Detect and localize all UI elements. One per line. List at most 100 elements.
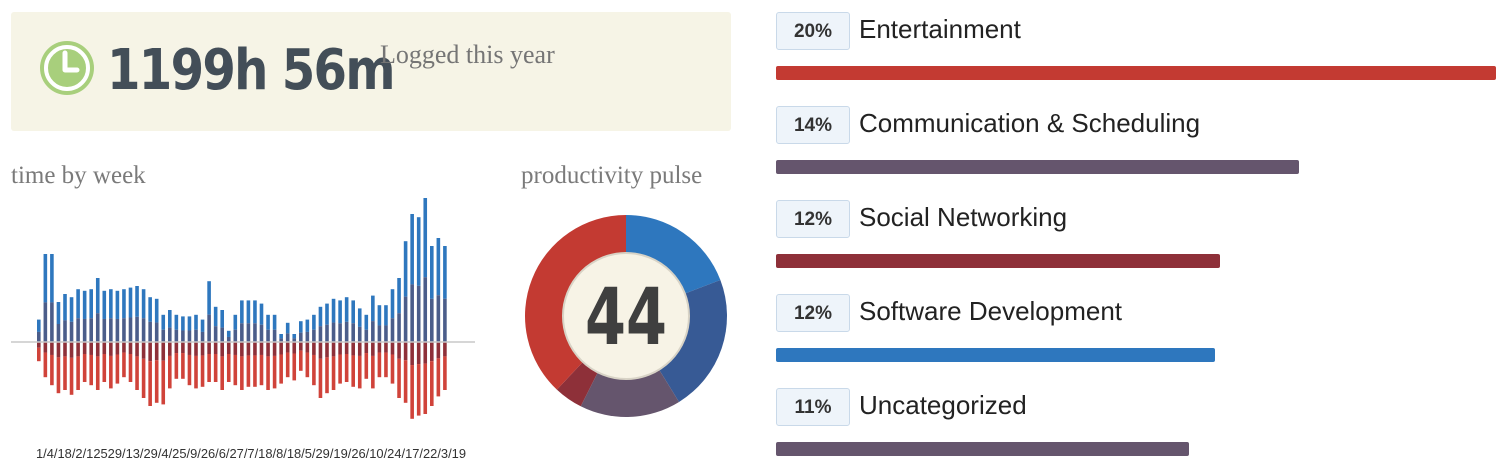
week-bar-distracting [174,353,179,379]
category-row[interactable]: 12% Software Development [776,294,1498,372]
week-x-labels: 1/4/18/2/12529/13/29/4/25/9/26/6/27/7/18… [36,446,466,461]
week-bar-distracting [95,356,100,390]
week-bar-distracting-dark [403,342,408,361]
category-row[interactable]: 14% Communication & Scheduling [776,106,1498,184]
category-row[interactable]: 20% Entertainment [776,12,1498,90]
category-name[interactable]: Software Development [859,296,1123,326]
week-bar-distracting-dark [430,342,434,362]
week-bar-distracting [443,356,447,390]
week-bar-distracting-dark [384,342,388,353]
total-time-label: Logged this year [380,40,555,69]
summary-panel: 1199h 56m Logged this year [11,12,731,131]
week-bar-neutral [168,327,172,342]
week-bar-distracting [410,365,414,419]
week-bar-neutral [69,321,74,342]
category-bar [776,66,1496,80]
week-bar-distracting-dark [397,342,401,359]
week-bar-distracting [43,352,48,378]
week-bar-distracting-dark [351,342,355,356]
week-bar-distracting-dark [207,342,211,354]
category-name[interactable]: Entertainment [859,14,1021,44]
category-name[interactable]: Social Networking [859,202,1068,232]
week-bar-productive [357,308,362,327]
week-bar-neutral [50,302,54,342]
week-bar-neutral [272,329,277,342]
week-bar-neutral [357,326,362,342]
week-bar-productive [128,287,133,318]
week-bar-neutral [397,313,401,342]
week-bar-distracting [331,356,336,390]
week-bar-distracting-dark [115,342,120,355]
week-bar-productive [109,289,113,319]
week-bar-productive [233,314,238,330]
week-bar-distracting-dark [240,342,244,357]
week-bar-productive [344,297,349,322]
week-bar-productive [423,198,428,278]
week-bar-distracting [102,354,107,382]
week-bar-neutral [430,298,434,342]
week-bar-distracting-dark [128,342,133,354]
week-bar-distracting-dark [187,342,192,355]
week-bar-productive [312,314,316,330]
category-percent: 12% [776,294,850,332]
week-bar-distracting-dark [338,342,342,355]
week-bar-productive [279,334,283,339]
week-bar-neutral [403,296,408,342]
week-bar-distracting-dark [416,342,421,365]
total-time: 1199h 56m [107,38,396,103]
week-bar-distracting-dark [76,342,80,357]
week-bar-distracting-dark [220,342,224,357]
week-bar-distracting-dark [135,342,139,357]
week-bar-distracting-dark [69,342,74,358]
week-bar-distracting [154,360,159,403]
week-bar-neutral [410,284,414,342]
week-bar-productive [305,319,310,332]
week-bar-productive [416,217,421,286]
week-bar-distracting-dark [200,342,205,356]
week-bar-distracting-dark [318,342,323,359]
week-bar-neutral [312,329,316,342]
week-bar-neutral [37,331,41,342]
week-bar-distracting-dark [95,342,100,357]
week-bar-distracting [416,364,421,416]
week-bar-neutral [141,318,146,342]
week-bar-neutral [102,318,107,342]
week-bar-distracting [397,358,401,398]
category-percent: 11% [776,388,850,426]
week-bar-neutral [292,338,297,342]
week-bar-neutral [371,321,375,342]
week-bar-productive [351,300,355,324]
week-bar-neutral [187,330,192,342]
week-bar-distracting [50,354,54,386]
week-bar-neutral [266,329,270,342]
week-bar-distracting-dark [299,342,303,351]
week-bar-neutral [423,277,428,342]
week-bar-distracting-dark [161,342,166,361]
week-bar-neutral [174,329,179,342]
week-bar-productive [43,254,48,303]
week-bar-productive [259,303,264,325]
category-name[interactable]: Communication & Scheduling [859,108,1201,138]
week-bar-distracting [430,361,434,406]
week-bar-distracting-dark [285,342,290,353]
week-bar-neutral [246,323,251,342]
category-row[interactable]: 12% Social Networking [776,200,1498,278]
week-bar-neutral [318,326,323,342]
category-bar [776,348,1216,362]
week-bar-distracting [148,361,152,406]
week-bar-distracting [89,354,93,386]
week-bar-distracting [246,355,251,387]
category-row[interactable]: 11% Uncategorized [776,388,1498,466]
week-bar-distracting [194,355,198,389]
week-bar-neutral [364,329,369,342]
week-bar-productive [410,214,414,285]
week-bar-productive [148,297,152,322]
category-bar [776,160,1299,174]
category-name[interactable]: Uncategorized [859,390,1027,420]
pulse-score: 44 [585,273,667,363]
week-bar-distracting [272,355,277,389]
week-bar-distracting-dark [325,342,329,358]
time-by-week-chart: 1/4/18/2/12529/13/29/4/25/9/26/6/27/7/18… [11,198,475,461]
week-bar-distracting [299,350,303,371]
week-bar-productive [122,289,126,319]
